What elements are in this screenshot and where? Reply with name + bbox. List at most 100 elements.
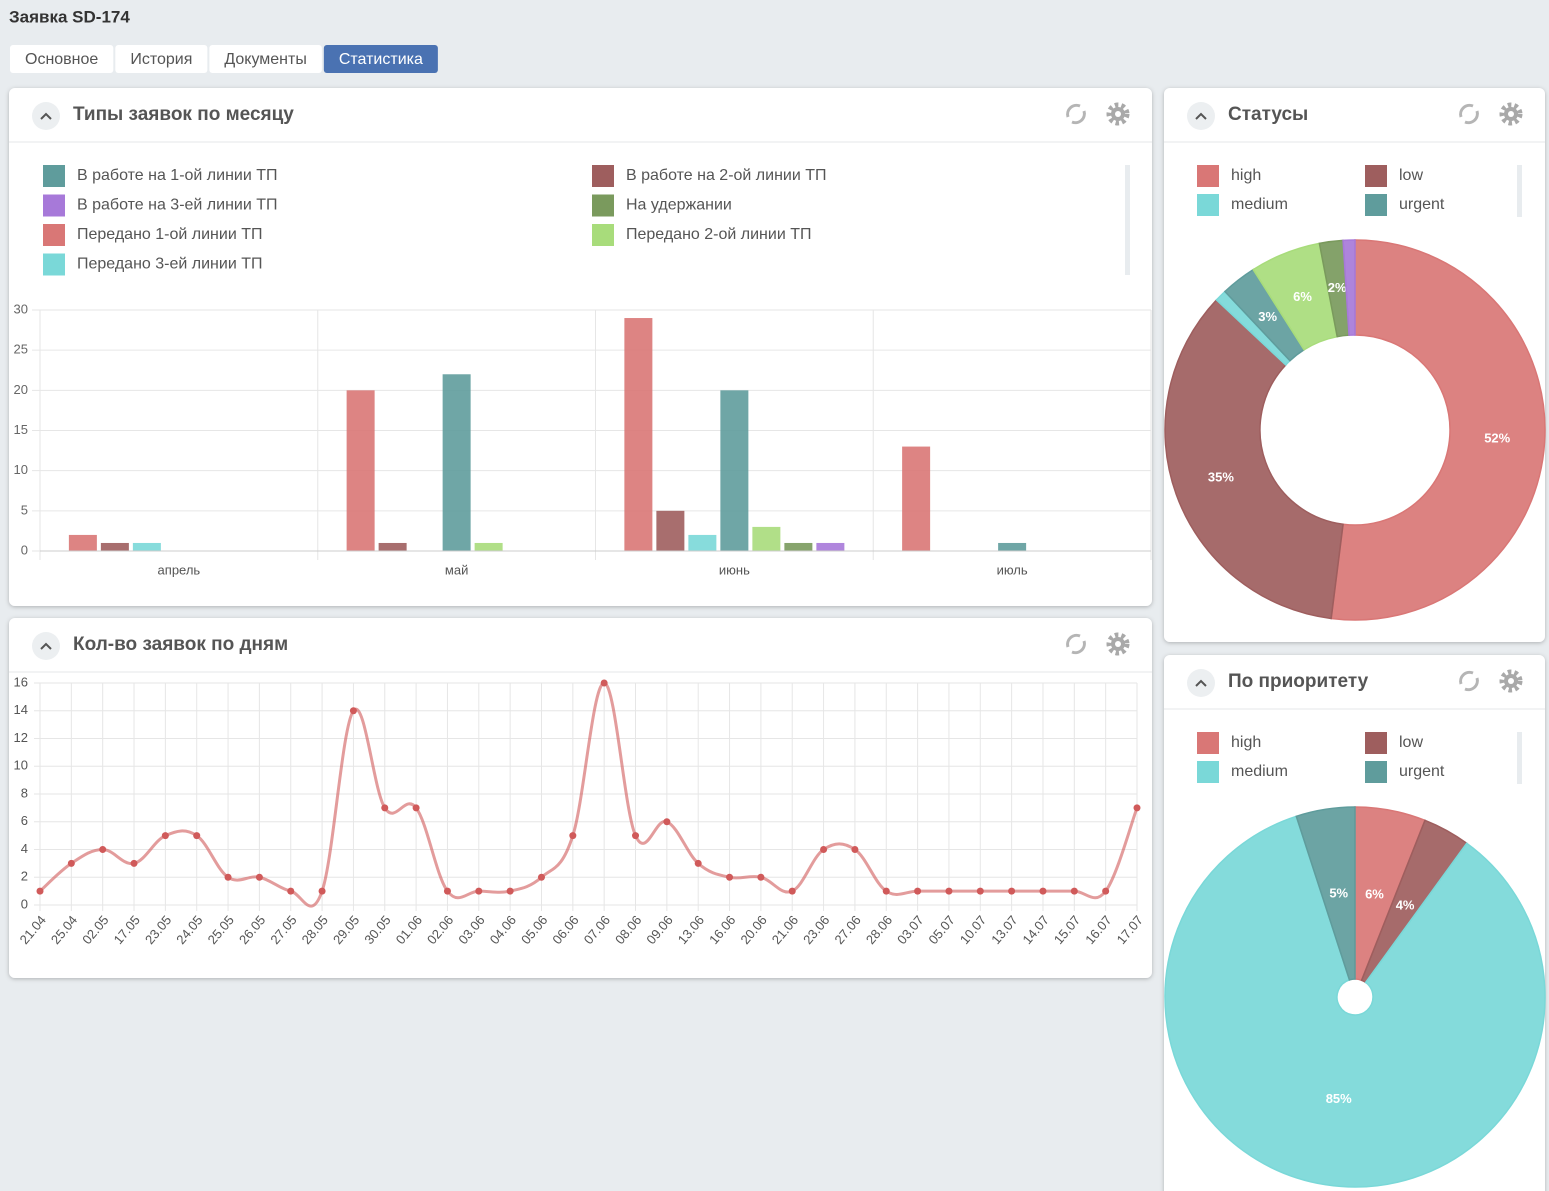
point xyxy=(255,873,263,881)
bar xyxy=(68,534,97,551)
point xyxy=(914,887,922,895)
tab[interactable] xyxy=(209,45,322,73)
point xyxy=(788,887,796,895)
panel-title: Статусы xyxy=(1228,104,1308,125)
tab[interactable] xyxy=(323,45,438,73)
point xyxy=(67,859,75,867)
point xyxy=(1039,887,1047,895)
legend-label[interactable]: Передано 1-ой линии ТП xyxy=(77,226,262,243)
y-tick-label: 0 xyxy=(21,896,28,911)
point xyxy=(475,887,483,895)
point xyxy=(193,832,201,840)
legend-label[interactable]: Передано 2-ой линии ТП xyxy=(626,226,811,243)
legend-label[interactable]: low xyxy=(1399,734,1423,751)
settings-icon[interactable] xyxy=(1499,669,1523,693)
point xyxy=(976,887,984,895)
legend-label[interactable]: В работе на 2-ой линии ТП xyxy=(626,167,827,184)
tab[interactable] xyxy=(115,45,208,73)
point xyxy=(726,873,734,881)
tab-label[interactable]: Статистика xyxy=(339,51,423,68)
slice xyxy=(1164,298,1344,620)
point xyxy=(1102,887,1110,895)
point xyxy=(36,887,44,895)
y-tick-label: 25 xyxy=(14,342,28,357)
y-tick-label: 15 xyxy=(14,422,28,437)
bar xyxy=(902,446,931,551)
collapse-icon xyxy=(1195,679,1207,687)
settings-icon-hole xyxy=(1508,678,1514,684)
settings-icon-hole xyxy=(1115,111,1121,117)
collapse-button[interactable] xyxy=(1187,669,1215,697)
legend-label[interactable]: medium xyxy=(1231,763,1288,780)
refresh-icon[interactable] xyxy=(1066,633,1086,655)
tab[interactable] xyxy=(10,45,114,73)
point xyxy=(945,887,953,895)
tab-label[interactable]: Документы xyxy=(224,51,306,68)
legend-label[interactable]: urgent xyxy=(1399,196,1445,213)
point xyxy=(820,846,828,853)
refresh-icon[interactable] xyxy=(1066,103,1086,125)
legend-label[interactable]: low xyxy=(1399,167,1423,184)
x-tick-label: июнь xyxy=(719,562,750,577)
legend-scrollbar xyxy=(1125,165,1130,275)
legend-swatch xyxy=(592,165,614,187)
legend-swatch xyxy=(43,165,65,187)
settings-icon[interactable] xyxy=(1106,632,1130,656)
point xyxy=(757,873,765,881)
point xyxy=(443,887,451,895)
panel-title: По приоритету xyxy=(1228,671,1369,692)
legend-swatch xyxy=(43,253,65,276)
legend-label[interactable]: high xyxy=(1231,167,1261,184)
y-tick-label: 16 xyxy=(14,674,28,689)
x-tick-label: май xyxy=(445,562,468,577)
settings-icon[interactable] xyxy=(1499,102,1523,126)
legend-swatch xyxy=(1365,761,1387,783)
settings-icon[interactable] xyxy=(1106,102,1130,126)
collapse-icon xyxy=(40,112,52,120)
legend-label[interactable]: urgent xyxy=(1399,763,1445,780)
bar xyxy=(784,542,813,551)
collapse-icon xyxy=(1195,112,1207,120)
y-tick-label: 4 xyxy=(21,841,28,856)
y-tick-label: 14 xyxy=(14,702,28,717)
legend-label[interactable]: Передано 3-ей линии ТП xyxy=(77,256,262,273)
point xyxy=(99,846,107,853)
legend-label[interactable]: В работе на 3-ей линии ТП xyxy=(77,197,278,214)
slice-label: 5% xyxy=(1329,886,1348,901)
slice xyxy=(1164,815,1546,1188)
legend-label[interactable]: high xyxy=(1231,734,1261,751)
collapse-icon xyxy=(40,642,52,650)
bar xyxy=(656,510,685,551)
page-title: Заявка SD-174 xyxy=(9,7,130,26)
tab-label[interactable]: Основное xyxy=(25,51,98,68)
legend-label[interactable]: На удержании xyxy=(626,197,732,214)
x-tick-label: июль xyxy=(997,562,1028,577)
bar xyxy=(100,542,129,551)
tab-label[interactable]: История xyxy=(130,51,192,68)
point xyxy=(694,859,702,867)
point xyxy=(1008,887,1016,895)
slice-label: 35% xyxy=(1208,470,1234,485)
y-tick-label: 10 xyxy=(14,462,28,477)
legend-swatch xyxy=(1197,761,1219,783)
refresh-icon[interactable] xyxy=(1459,103,1479,125)
collapse-button[interactable] xyxy=(32,632,60,660)
legend-label[interactable]: medium xyxy=(1231,196,1288,213)
legend-scrollbar xyxy=(1517,732,1522,784)
legend-swatch xyxy=(592,224,614,246)
refresh-icon[interactable] xyxy=(1459,670,1479,692)
slice-label: 3% xyxy=(1258,309,1277,324)
point xyxy=(632,832,640,840)
collapse-button[interactable] xyxy=(1187,102,1215,130)
collapse-button[interactable] xyxy=(32,102,60,130)
y-tick-label: 20 xyxy=(14,382,28,397)
legend-swatch xyxy=(1197,732,1219,754)
y-tick-label: 6 xyxy=(21,813,28,828)
slice-label: 6% xyxy=(1365,886,1384,901)
panel xyxy=(9,88,1152,606)
panel-title: Типы заявок по месяцу xyxy=(73,104,294,125)
slice-label: 6% xyxy=(1293,289,1312,304)
legend-label[interactable]: В работе на 1-ой линии ТП xyxy=(77,167,278,184)
